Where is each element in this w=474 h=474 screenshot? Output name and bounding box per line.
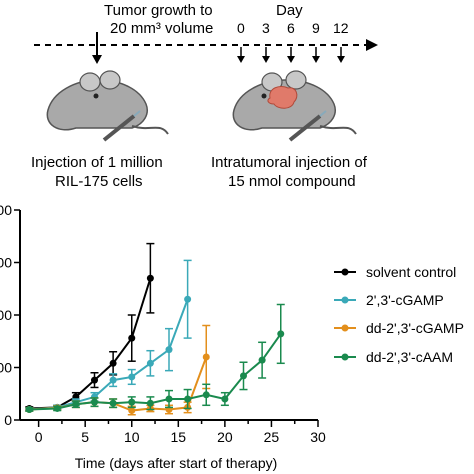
data-point	[128, 373, 136, 381]
legend-marker	[341, 353, 349, 361]
data-point	[165, 346, 173, 354]
series-2	[25, 324, 211, 416]
tumor-icon	[267, 85, 298, 109]
x-tick-label: 10	[124, 429, 140, 445]
left-caption-line1: Injection of 1 million	[31, 154, 163, 171]
data-point	[146, 274, 154, 282]
data-point	[165, 395, 173, 403]
right-caption-line2: 15 nmol compound	[228, 173, 356, 190]
legend-marker	[341, 296, 349, 304]
y-tick-label: 1000	[0, 307, 12, 323]
data-point	[109, 376, 117, 384]
series-line	[29, 298, 189, 411]
day-tick-9: 9	[312, 20, 320, 36]
x-tick-label: 20	[217, 429, 233, 445]
y-tick-label: 500	[0, 360, 12, 376]
series-0	[25, 242, 155, 412]
data-point	[258, 356, 266, 364]
data-point	[128, 398, 136, 406]
data-point	[202, 353, 210, 361]
legend-marker	[341, 268, 349, 276]
mouse-right-icon	[232, 70, 357, 142]
data-point	[184, 295, 192, 303]
treatment-arrows	[240, 47, 342, 58]
data-point	[25, 406, 33, 413]
series-3	[25, 303, 285, 413]
chart-axes	[19, 210, 318, 421]
data-point	[221, 395, 229, 403]
x-tick-label: 15	[171, 429, 187, 445]
growth-label-line1: Tumor growth to	[104, 2, 213, 19]
treatment-arrowheads	[237, 56, 345, 63]
data-point	[277, 330, 285, 338]
x-tick-label: 5	[81, 429, 89, 445]
data-point	[72, 400, 80, 408]
day-tick-12: 12	[333, 20, 349, 36]
mouse-left-icon	[46, 70, 169, 142]
data-point	[128, 407, 136, 415]
data-point	[53, 404, 61, 412]
legend-label: solvent control	[366, 264, 456, 280]
syringe-left-icon	[102, 114, 136, 142]
data-point	[240, 372, 247, 380]
day-tick-6: 6	[287, 20, 295, 36]
chart-ticks: 0 5 10 15 20 25 30 0 500 1000 1500 2000	[0, 202, 326, 445]
data-point	[91, 376, 98, 384]
chart-legend: solvent control 2',3'-cGAMP dd-2',3'-cGAMP…	[334, 264, 464, 365]
data-point	[109, 399, 117, 407]
right-caption-line1: Intratumoral injection of	[211, 154, 368, 171]
day-tick-3: 3	[262, 20, 270, 36]
chart-series	[25, 242, 285, 416]
injection-arrowhead	[92, 55, 102, 64]
legend-label: 2',3'-cGAMP	[366, 292, 444, 308]
legend-label: dd-2',3'-cGAMP	[366, 320, 464, 336]
data-point	[128, 334, 136, 342]
legend-marker	[341, 324, 349, 332]
data-point	[91, 398, 98, 406]
y-tick-label: 1500	[0, 255, 12, 271]
data-point	[202, 391, 210, 399]
x-tick-label: 25	[264, 429, 280, 445]
tumor-growth-chart: 0 5 10 15 20 25 30 0 500 1000 1500 2000 Time (days …	[0, 202, 464, 471]
data-point	[109, 359, 117, 367]
data-point	[146, 399, 154, 407]
day-label: Day	[276, 2, 303, 19]
left-caption-line2: RIL-175 cells	[55, 173, 143, 190]
syringe-right-icon	[288, 114, 322, 142]
day-tick-0: 0	[237, 20, 245, 36]
schematic: Tumor growth to 20 mm³ volume Day 0 3 6 …	[31, 2, 378, 190]
legend-label: dd-2',3'-cAAM	[366, 349, 453, 365]
data-point	[146, 359, 154, 367]
x-axis-label: Time (days after start of therapy)	[75, 455, 278, 471]
timeline-arrowhead	[366, 39, 378, 51]
x-tick-label: 30	[310, 429, 326, 445]
y-tick-label: 2000	[0, 202, 12, 218]
data-point	[184, 395, 192, 403]
growth-label-line2: 20 mm³ volume	[110, 20, 213, 37]
y-tick-label: 0	[4, 412, 12, 428]
x-tick-label: 0	[35, 429, 43, 445]
